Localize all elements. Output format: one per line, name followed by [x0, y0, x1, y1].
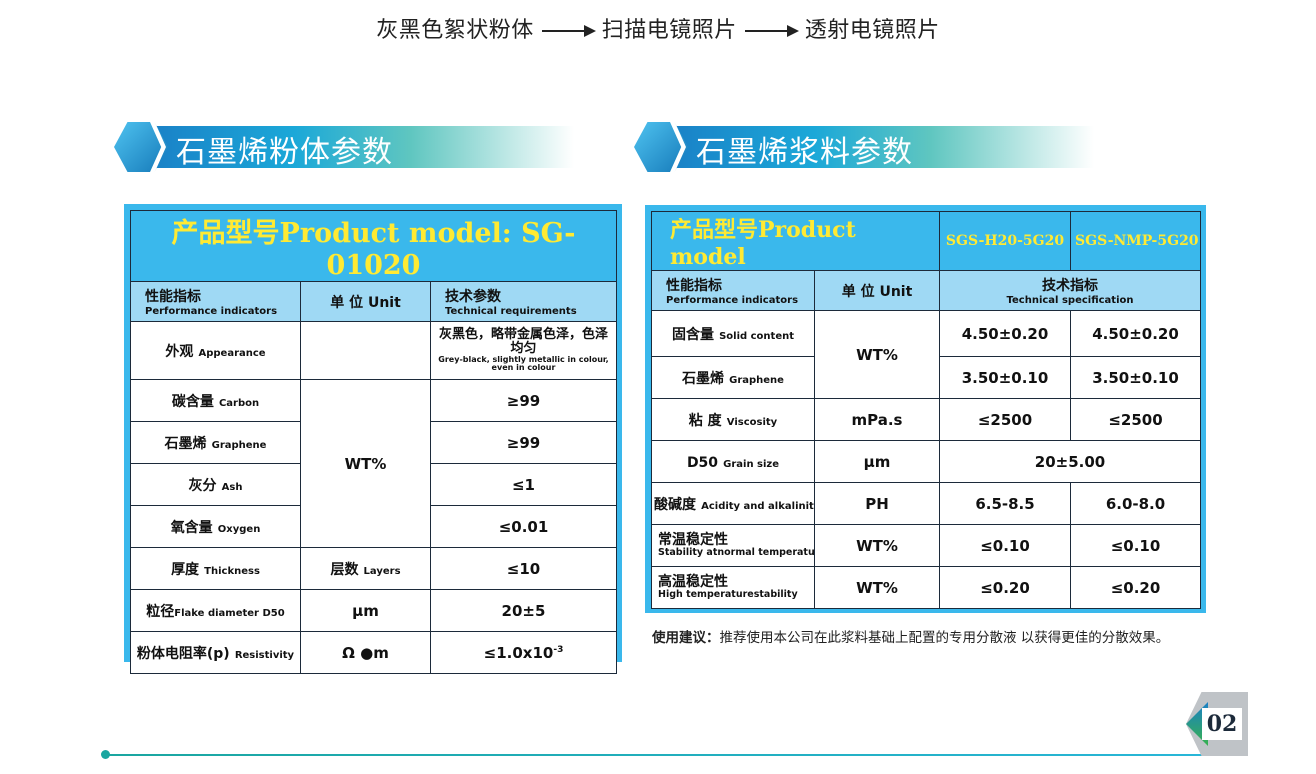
slurry-section-title: 石墨烯浆料参数	[696, 135, 913, 170]
merged-unit-cell: WT%	[814, 310, 940, 399]
header-requirements: 技术参数 Technical requirements	[430, 281, 617, 322]
arrow-right-icon	[744, 25, 799, 37]
table-row: 碳含量 Carbon WT% ≥99	[130, 379, 617, 548]
process-step-3: 透射电镜照片	[804, 18, 940, 43]
table-row: 粉体电阻率(p) Resistivity Ω ●m ≤1.0x10-3	[130, 631, 617, 674]
page-number-badge: 02	[1186, 692, 1248, 756]
table-row: 酸碱度 Acidity and alkalinity PH 6.5-8.5 6.…	[651, 482, 1201, 525]
table-row: 高温稳定性 High temperaturestability WT% ≤0.2…	[651, 566, 1201, 609]
process-step-2: 扫描电镜照片	[601, 18, 737, 43]
model-a: SGS-H20-5G20	[939, 211, 1071, 271]
header-indicator: 性能指标 Performance indicators	[130, 281, 301, 322]
usage-note-label: 使用建议：	[652, 630, 720, 646]
arrow-right-icon	[541, 25, 596, 37]
process-caption: 灰黑色絮状粉体 扫描电镜照片 透射电镜照片	[0, 12, 1316, 44]
usage-note-text: 推荐使用本公司在此浆料基础上配置的专用分散液 以获得更佳的分散效果。	[719, 630, 1170, 646]
banner-gradient-bar	[664, 126, 1094, 168]
page-number: 02	[1202, 708, 1242, 740]
header-spec: 技术指标 Technical specification	[939, 270, 1201, 311]
table-row: 常温稳定性 Stability atnormal temperature WT%…	[651, 524, 1201, 567]
table-row: 石墨烯 Graphene ≥99	[130, 421, 617, 464]
table-row: 灰分 Ash ≤1	[130, 463, 617, 506]
header-indicator: 性能指标 Performance indicators	[651, 270, 815, 311]
header-unit: 单 位 Unit	[300, 281, 431, 322]
process-step-1: 灰黑色絮状粉体	[376, 18, 534, 43]
usage-note: 使用建议：推荐使用本公司在此浆料基础上配置的专用分散液 以获得更佳的分散效果。	[652, 626, 1169, 646]
table-row: 外观 Appearance 灰黑色，略带金属色泽，色泽均匀 Grey-black…	[130, 321, 617, 380]
powder-parameter-table: 产品型号Product model: SG-01020 性能指标 Perform…	[124, 204, 622, 674]
powder-section-title: 石墨烯粉体参数	[176, 135, 393, 170]
model-b: SGS-NMP-5G20	[1070, 211, 1201, 271]
footer-dot	[101, 750, 110, 759]
powder-section-banner: 石墨烯粉体参数	[114, 122, 574, 172]
header-unit: 单 位 Unit	[814, 270, 940, 311]
table-row: 厚度 Thickness 层数 Layers ≤10	[130, 547, 617, 590]
table-row: 粘 度 Viscosity mPa.s ≤2500 ≤2500	[651, 398, 1201, 441]
powder-model-title: 产品型号Product model: SG-01020	[130, 210, 617, 282]
merged-unit-cell: WT%	[300, 379, 431, 548]
table-row: 固含量 Solid content WT% 4.50±0.20 4.50±0.2…	[651, 310, 1201, 399]
banner-gradient-bar	[144, 126, 574, 168]
table-row: 石墨烯 Graphene 3.50±0.10 3.50±0.10	[651, 356, 1201, 399]
slurry-parameter-table: 产品型号Product model SGS-H20-5G20 SGS-NMP-5…	[645, 205, 1206, 613]
table-row: 粒径Flake diameter D50 μm 20±5	[130, 589, 617, 632]
slurry-model-title: 产品型号Product model	[651, 211, 940, 271]
footer-divider	[106, 754, 1206, 756]
slurry-section-banner: 石墨烯浆料参数	[634, 122, 1094, 172]
table-row: D50 Grain size μm 20±5.00	[651, 440, 1201, 483]
